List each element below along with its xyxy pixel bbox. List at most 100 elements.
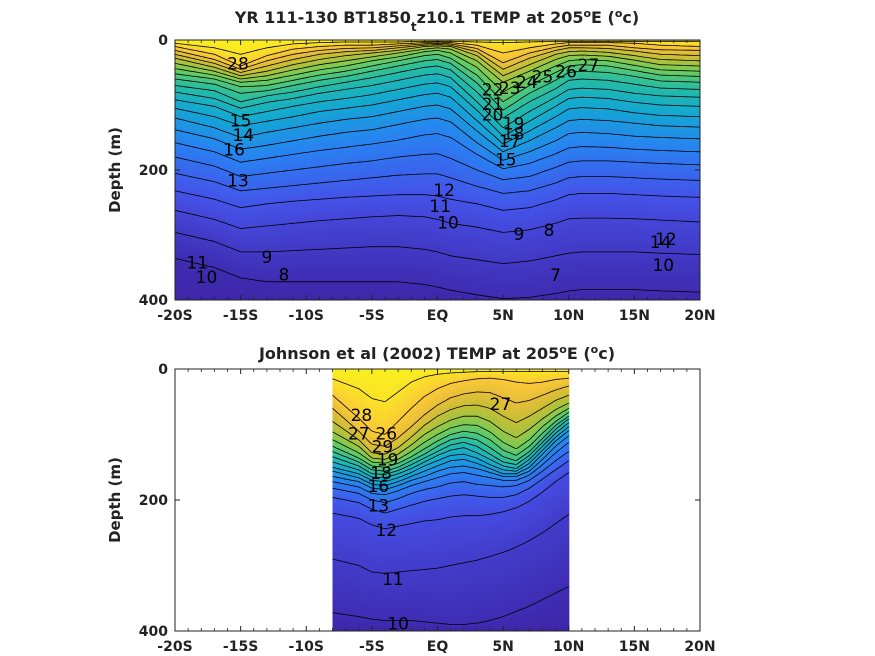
contour-label: 12 <box>655 230 677 250</box>
field-column <box>317 40 326 300</box>
contour-label: 16 <box>223 141 245 161</box>
isotherm-12 <box>332 472 570 530</box>
field-column <box>565 369 570 631</box>
x-tick-label: 15N <box>619 639 650 655</box>
contour-label: 22 <box>482 81 504 101</box>
contour-label: 26 <box>555 63 577 83</box>
field-column <box>541 369 546 631</box>
isotherm-10 <box>175 190 700 211</box>
field-column <box>505 40 514 300</box>
isotherm-14 <box>175 117 700 161</box>
field-column <box>565 40 574 300</box>
field-column <box>542 40 551 300</box>
field-column <box>242 40 251 300</box>
x-tick-label: 15N <box>619 308 650 324</box>
isotherm-21 <box>175 53 700 103</box>
field-column <box>410 369 415 631</box>
top-ticks: -20S -15S -10S -5S EQ 5N 10N 15N 20N 0 200 400 <box>139 33 716 324</box>
field-column <box>443 369 448 631</box>
contour-label: 27 <box>348 425 370 445</box>
field-column <box>370 40 379 300</box>
field-column <box>362 40 371 300</box>
x-tick-label: EQ <box>427 639 449 655</box>
field-column <box>497 369 502 631</box>
contour-label: 14 <box>650 233 672 253</box>
field-column <box>501 369 506 631</box>
contour-label: 13 <box>227 172 249 192</box>
field-column <box>550 40 559 300</box>
field-column <box>377 40 386 300</box>
field-column <box>460 369 465 631</box>
field-column <box>447 369 452 631</box>
contour-label: 9 <box>513 225 524 245</box>
contour-label: 23 <box>499 79 521 99</box>
field-column <box>467 369 472 631</box>
field-column <box>685 40 694 300</box>
x-tick-label: 20N <box>684 639 715 655</box>
field-column <box>531 369 536 631</box>
contour-label: 11 <box>429 197 451 217</box>
field-column <box>415 40 424 300</box>
field-column <box>349 369 354 631</box>
field-column <box>655 40 664 300</box>
isotherm-9 <box>175 209 700 233</box>
field-column <box>602 40 611 300</box>
top-y-axis-label: Depth (m) <box>106 127 124 213</box>
field-column <box>640 40 649 300</box>
field-column <box>508 369 512 631</box>
contour-label: 28 <box>351 406 373 426</box>
field-column <box>383 369 388 631</box>
field-column <box>524 369 529 631</box>
field-column <box>340 40 349 300</box>
x-tick-label: -15S <box>223 639 258 655</box>
bottom-title: Johnson et al (2002) TEMP at 205oE (oc) <box>258 343 615 363</box>
top-panel: YR 111-130 BT1850tz10.1 TEMP at 205oE (o… <box>106 7 716 324</box>
field-column <box>487 369 492 631</box>
isotherm-18 <box>175 73 700 129</box>
field-column <box>452 40 461 300</box>
field-column <box>670 40 679 300</box>
isotherm-11 <box>175 172 700 194</box>
field-column <box>632 40 641 300</box>
field-column <box>227 40 236 300</box>
field-column <box>440 369 445 631</box>
contour-label: 13 <box>368 497 390 517</box>
field-column <box>535 369 539 631</box>
contour-label: 16 <box>368 477 390 497</box>
field-column <box>470 369 475 631</box>
field-column <box>376 369 381 631</box>
field-column <box>477 369 482 631</box>
x-tick-label: 10N <box>553 639 584 655</box>
field-column <box>512 40 521 300</box>
field-column <box>482 40 491 300</box>
isotherm-11 <box>332 514 570 574</box>
field-column <box>538 369 543 631</box>
contour-label: 19 <box>377 451 399 471</box>
field-column <box>325 40 334 300</box>
field-column <box>190 40 199 300</box>
field-column <box>518 369 523 631</box>
field-column <box>491 369 496 631</box>
field-column <box>235 40 244 300</box>
field-column <box>272 40 281 300</box>
field-column <box>662 40 671 300</box>
field-column <box>562 369 566 631</box>
field-column <box>393 369 398 631</box>
contour-label: 27 <box>578 56 600 76</box>
field-column <box>205 40 214 300</box>
field-column <box>346 369 350 631</box>
isotherm-15 <box>332 442 570 496</box>
isotherm-19 <box>332 422 570 479</box>
field-column <box>403 369 408 631</box>
field-column <box>520 40 529 300</box>
x-tick-label: -10S <box>289 308 324 324</box>
field-column <box>437 369 442 631</box>
field-column <box>535 40 544 300</box>
field-column <box>474 369 479 631</box>
isotherm-23 <box>175 47 700 83</box>
contour-label: 18 <box>370 464 392 484</box>
field-column <box>521 369 526 631</box>
x-tick-label: 10N <box>553 308 584 324</box>
